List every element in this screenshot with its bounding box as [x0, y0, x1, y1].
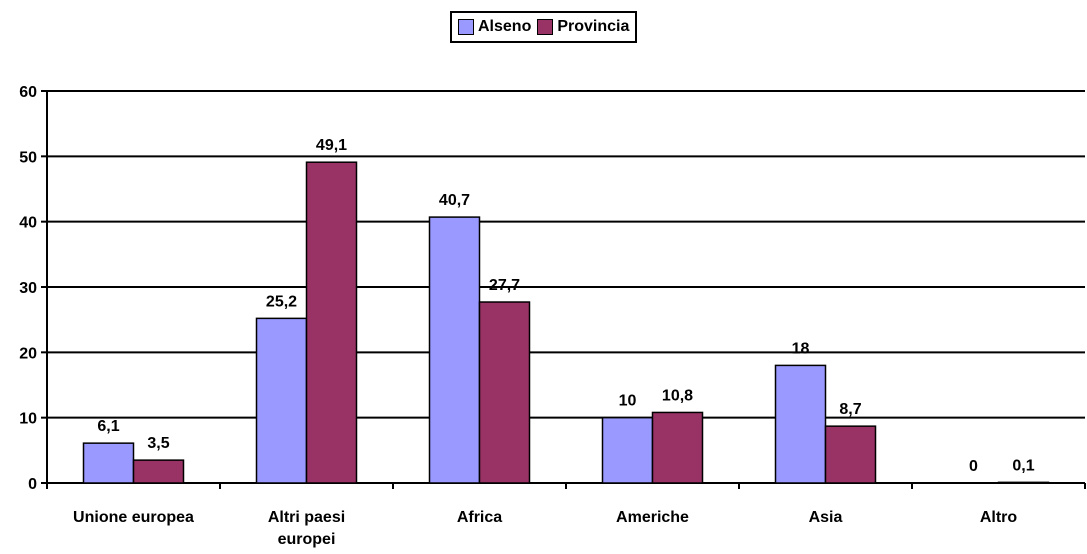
y-tick-label: 10: [19, 411, 37, 428]
category-label: Altri paesi europei: [268, 509, 345, 548]
data-label-alseno: 40,7: [439, 192, 470, 209]
legend-label-series-2: Provincia: [557, 18, 630, 35]
chart-legend: Alseno Provincia: [450, 11, 638, 43]
y-tick-label: 60: [19, 84, 37, 101]
data-label-alseno: 0: [969, 458, 978, 475]
bar-provincia: [997, 481, 1050, 484]
data-label-provincia: 27,7: [489, 277, 520, 294]
legend-swatch-series-2: [537, 19, 554, 35]
bar-alseno: [82, 442, 135, 484]
bar-provincia: [132, 459, 185, 484]
bar-alseno: [255, 317, 308, 484]
bar-provincia: [305, 161, 358, 484]
bar-alseno: [601, 416, 654, 484]
legend-label-series-1: Alseno: [478, 18, 532, 35]
data-label-alseno: 25,2: [266, 293, 297, 310]
data-label-provincia: 3,5: [147, 435, 169, 452]
data-label-provincia: 49,1: [316, 137, 347, 154]
legend-swatch-series-1: [458, 19, 474, 35]
category-label: Americhe: [616, 509, 689, 526]
legend-item-series-1: Alseno: [458, 18, 531, 36]
category-label: Unione europea: [73, 509, 194, 526]
data-label-provincia: 8,7: [839, 401, 861, 418]
y-tick-label: 0: [28, 476, 37, 493]
bar-provincia: [478, 301, 531, 484]
legend-item-series-2: Provincia: [537, 18, 629, 36]
data-label-alseno: 6,1: [97, 418, 119, 435]
category-label: Africa: [457, 509, 502, 526]
y-tick-label: 50: [19, 149, 37, 166]
y-tick-label: 20: [19, 345, 37, 362]
category-label: Altro: [980, 509, 1018, 526]
data-label-alseno: 10: [619, 393, 637, 410]
bar-provincia: [824, 425, 877, 484]
bar-provincia: [651, 411, 704, 484]
data-label-alseno: 18: [792, 340, 810, 357]
data-label-provincia: 0,1: [1012, 457, 1034, 474]
data-label-provincia: 10,8: [662, 387, 693, 404]
category-label: Asia: [809, 509, 843, 526]
bar-alseno: [428, 216, 481, 484]
y-tick-label: 40: [19, 215, 37, 232]
bar-alseno: [774, 364, 827, 484]
y-tick-label: 30: [19, 280, 37, 297]
